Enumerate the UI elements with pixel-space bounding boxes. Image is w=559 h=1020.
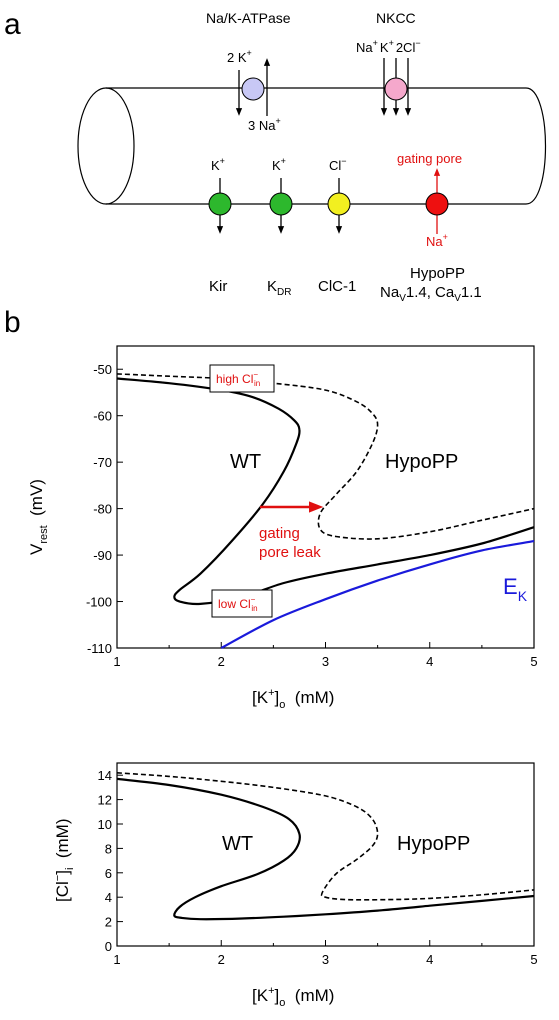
clc1-circle — [327, 192, 351, 216]
x-axis-label: [K+]o (mM) — [252, 687, 334, 711]
ek-label: EK — [503, 574, 528, 604]
panel-b-label: b — [4, 306, 21, 339]
na-k-atpase-pump — [241, 77, 265, 101]
series-hypopp-line — [116, 373, 535, 540]
x-tick-label: 3 — [322, 952, 329, 967]
y-tick-label: 0 — [105, 939, 112, 954]
pore-leak-text: pore leak — [259, 544, 321, 561]
y-tick-label: -110 — [87, 641, 112, 656]
kdr-name: KDR — [267, 278, 291, 298]
clc1-name: ClC-1 — [318, 278, 356, 295]
y-tick-label: -50 — [93, 362, 112, 377]
kir-name: Kir — [209, 278, 227, 295]
high-cl-text: high Cl− in — [216, 370, 260, 388]
x-tick-label: 1 — [113, 952, 120, 967]
y-tick-label: 8 — [105, 841, 112, 856]
high-cl-box: high Cl− in — [209, 364, 275, 393]
hypopp-na-label: Na+ — [426, 232, 448, 249]
x-tick-label: 4 — [426, 952, 433, 967]
nkcc-transporter — [384, 77, 408, 101]
kir-channel: K+ Kir — [208, 156, 232, 295]
x-tick-label: 4 — [426, 654, 433, 669]
clc1-ion-label: Cl− — [329, 156, 347, 173]
kdr-ion-label: K+ — [272, 156, 286, 173]
x-axis: 1 2 3 4 5 — [113, 642, 538, 669]
low-cl-box: low Cl− in — [211, 589, 273, 618]
hypopp-channel: gating pore Na+ HypoPP NaV1.4, CaV1.1 — [380, 151, 482, 304]
cell-cylinder — [77, 87, 546, 205]
nkcc-name: NKCC — [376, 10, 416, 26]
y-tick-label: 12 — [98, 793, 112, 808]
y-tick-label: -80 — [93, 502, 112, 517]
plot-frame — [116, 345, 535, 649]
y-tick-label: 6 — [105, 866, 112, 881]
panel-a: a Na/K-ATPase 2 K+ 3 Na+ NKCC Na+ K+ 2Cl− — [4, 8, 546, 304]
kir-ion-label: K+ — [211, 156, 225, 173]
y-tick-label: 4 — [105, 890, 112, 905]
chart-vrest: b -50 -60 -70 -80 -90 -100 -110 1 2 3 4 5 WT HypoP… — [4, 306, 538, 711]
nkcc-ions-label: Na+ K+ 2Cl− — [356, 38, 421, 55]
nkcc: NKCC Na+ K+ 2Cl− — [356, 10, 421, 116]
y-tick-label: -60 — [93, 409, 112, 424]
x-axis-label: [K+]o (mM) — [252, 985, 334, 1009]
wt-label: WT — [230, 451, 261, 473]
y-tick-label: -90 — [93, 548, 112, 563]
hypopp-circle — [425, 192, 449, 216]
series-wt-line — [116, 777, 535, 921]
na-k-atpase-name: Na/K-ATPase — [206, 10, 291, 26]
series-group — [116, 772, 535, 921]
clc1-channel: Cl− ClC-1 — [318, 156, 356, 295]
y-tick-label: -70 — [93, 455, 112, 470]
hypopp-name: HypoPP — [410, 265, 465, 282]
x-tick-label: 5 — [530, 952, 537, 967]
series-e-line — [220, 540, 535, 649]
y-tick-label: 10 — [98, 817, 112, 832]
series-group — [116, 373, 535, 649]
kir-circle — [208, 192, 232, 216]
x-tick-label: 3 — [322, 654, 329, 669]
y-tick-label: -100 — [86, 595, 112, 610]
y-axis: -50 -60 -70 -80 -90 -100 -110 — [86, 362, 123, 656]
series-wt-line — [116, 377, 535, 606]
y-tick-label: 14 — [98, 768, 112, 783]
x-axis: 1 2 3 4 5 — [113, 940, 538, 967]
panel-a-label: a — [4, 8, 21, 41]
y-axis: 0 2 4 6 8 10 12 14 — [98, 768, 123, 954]
kdr-circle — [269, 192, 293, 216]
kdr-channel: K+ KDR — [267, 156, 293, 298]
low-cl-text: low Cl− in — [218, 595, 258, 613]
gating-text: gating — [259, 525, 300, 542]
na-k-atpase: Na/K-ATPase 2 K+ 3 Na+ — [206, 10, 291, 133]
x-tick-label: 2 — [218, 952, 225, 967]
x-tick-label: 5 — [530, 654, 537, 669]
x-tick-label: 1 — [113, 654, 120, 669]
hypopp-subline: NaV1.4, CaV1.1 — [380, 284, 482, 304]
x-tick-label: 2 — [218, 654, 225, 669]
y-axis-label: Vrest (mV) — [27, 479, 50, 555]
hypopp-label: HypoPP — [385, 451, 458, 473]
wt-label: WT — [222, 833, 253, 855]
hypopp-label: HypoPP — [397, 833, 470, 855]
y-tick-label: 2 — [105, 915, 112, 930]
series-hypopp-line — [116, 772, 535, 901]
gating-pore-label: gating pore — [397, 151, 462, 166]
y-axis-label: [Cl−]i (mM) — [52, 819, 76, 903]
na-k-atpase-na-label: 3 Na+ — [248, 116, 281, 133]
na-k-atpase-k-label: 2 K+ — [227, 48, 252, 65]
